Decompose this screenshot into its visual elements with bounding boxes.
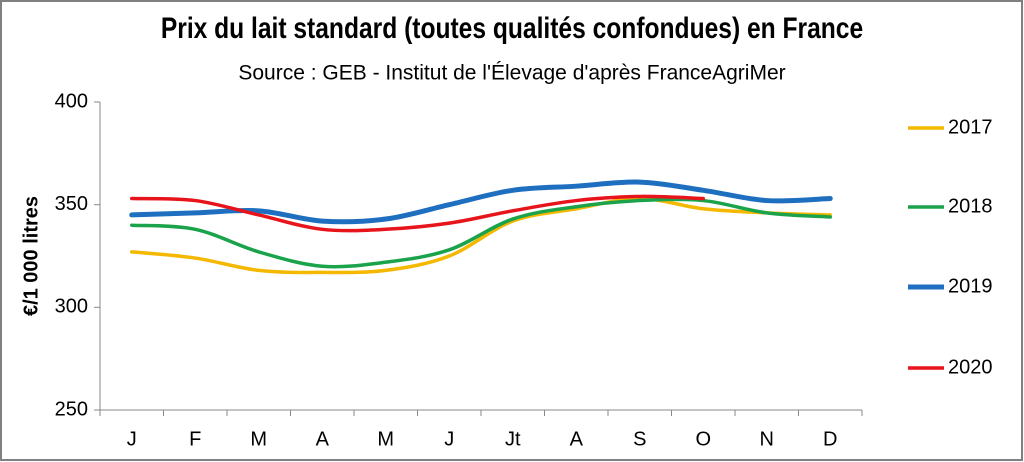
x-tick-label: D [823, 428, 837, 450]
series-line [130, 194, 705, 233]
legend-label: 2020 [948, 356, 993, 378]
y-tick-label: 400 [55, 90, 88, 112]
x-tick-label: Jt [505, 428, 521, 450]
series-line [130, 196, 832, 275]
legend-label: 2018 [948, 195, 993, 217]
chart-title: Prix du lait standard (toutes qualités c… [161, 11, 863, 45]
legend-label: 2019 [948, 275, 993, 297]
x-tick-label: O [695, 428, 711, 450]
chart-subtitle: Source : GEB - Institut de l'Élevage d'a… [238, 62, 785, 85]
x-tick-label: A [570, 428, 584, 450]
series-line [129, 179, 833, 225]
x-tick-label: A [316, 428, 330, 450]
series-line [130, 197, 832, 269]
x-tick-label: M [250, 428, 267, 450]
x-tick-label: J [127, 428, 137, 450]
x-tick-label: F [189, 428, 201, 450]
x-tick-label: M [377, 428, 394, 450]
x-tick-label: N [760, 428, 774, 450]
x-tick-label: J [444, 428, 454, 450]
x-tick-label: S [633, 428, 646, 450]
y-tick-label: 300 [55, 296, 88, 318]
legend-label: 2017 [948, 116, 993, 138]
y-tick-label: 250 [55, 398, 88, 420]
y-tick-label: 350 [55, 193, 88, 215]
y-axis-label: €/1 000 litres [20, 196, 42, 316]
